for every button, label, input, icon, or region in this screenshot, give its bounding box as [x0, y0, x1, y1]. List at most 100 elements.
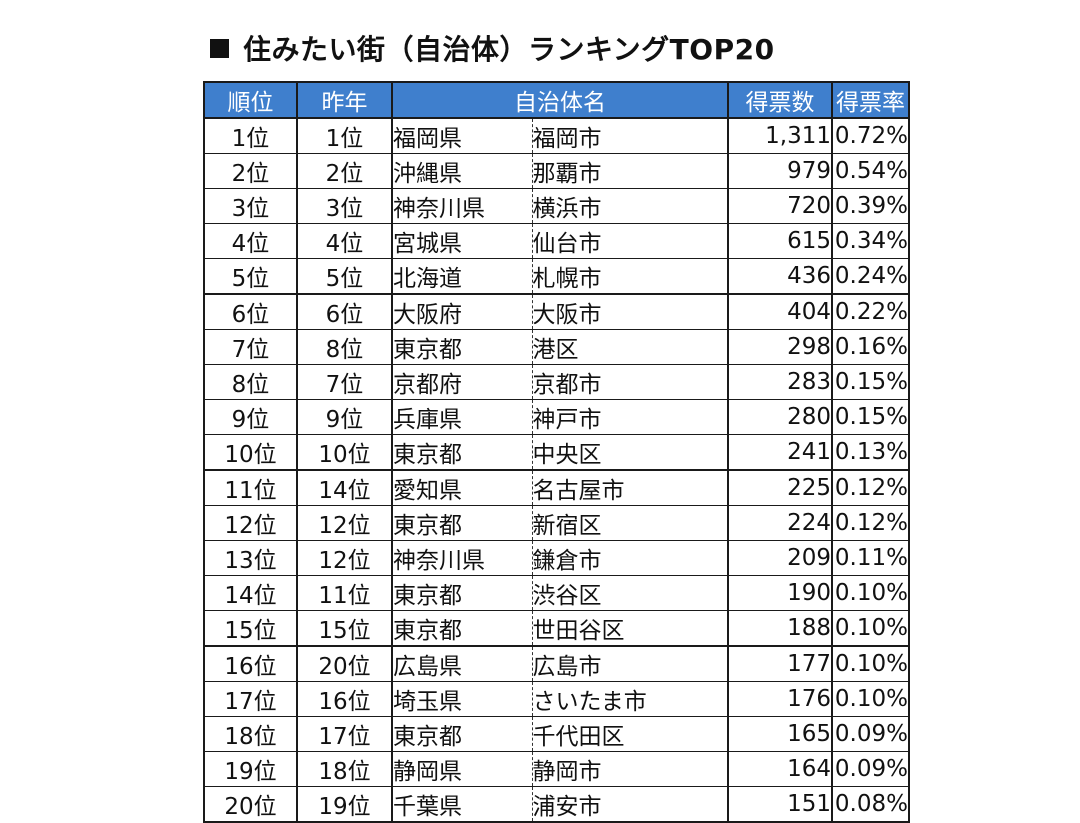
prefecture-cell: 京都府 — [392, 364, 533, 400]
rank-cell: 17位 — [204, 681, 298, 717]
previous-rank-cell: 14位 — [297, 470, 393, 506]
previous-rank-cell: 18位 — [297, 751, 393, 787]
header-rank: 順位 — [204, 82, 298, 119]
rank-cell: 15位 — [204, 610, 298, 647]
votes-cell: 979 — [728, 153, 833, 189]
city-cell: 横浜市 — [532, 188, 729, 224]
votes-cell: 298 — [728, 329, 833, 365]
table-row: 9位 9位 兵庫県 神戸市 280 0.15% — [204, 399, 909, 435]
table-row: 2位 2位 沖縄県 那覇市 979 0.54% — [204, 153, 909, 189]
prefecture-cell: 静岡県 — [392, 751, 533, 787]
table-row: 1位 1位 福岡県 福岡市 1,311 0.72% — [204, 118, 909, 154]
city-cell: 名古屋市 — [532, 470, 729, 506]
rank-cell: 8位 — [204, 364, 298, 400]
header-previous: 昨年 — [297, 82, 393, 119]
rank-cell: 20位 — [204, 786, 298, 822]
previous-rank-cell: 8位 — [297, 329, 393, 365]
table-row: 5位 5位 北海道 札幌市 436 0.24% — [204, 258, 909, 295]
city-cell: 神戸市 — [532, 399, 729, 435]
table-row: 18位 17位 東京都 千代田区 165 0.09% — [204, 716, 909, 752]
table-row: 3位 3位 神奈川県 横浜市 720 0.39% — [204, 188, 909, 224]
previous-rank-cell: 11位 — [297, 575, 393, 611]
votes-cell: 188 — [728, 610, 833, 647]
table-row: 4位 4位 宮城県 仙台市 615 0.34% — [204, 223, 909, 259]
prefecture-cell: 福岡県 — [392, 118, 533, 154]
rate-cell: 0.34% — [832, 223, 909, 259]
votes-cell: 436 — [728, 258, 833, 295]
rate-cell: 0.10% — [832, 575, 909, 611]
prefecture-cell: 千葉県 — [392, 786, 533, 822]
votes-cell: 283 — [728, 364, 833, 400]
votes-cell: 615 — [728, 223, 833, 259]
table-row: 6位 6位 大阪府 大阪市 404 0.22% — [204, 294, 909, 330]
rate-cell: 0.16% — [832, 329, 909, 365]
rank-cell: 3位 — [204, 188, 298, 224]
city-cell: 新宿区 — [532, 505, 729, 541]
previous-rank-cell: 3位 — [297, 188, 393, 224]
table-row: 15位 15位 東京都 世田谷区 188 0.10% — [204, 610, 909, 647]
rate-cell: 0.12% — [832, 470, 909, 506]
prefecture-cell: 東京都 — [392, 575, 533, 611]
rate-cell: 0.12% — [832, 505, 909, 541]
rate-cell: 0.10% — [832, 610, 909, 647]
city-cell: 世田谷区 — [532, 610, 729, 647]
rate-cell: 0.10% — [832, 646, 909, 682]
prefecture-cell: 東京都 — [392, 610, 533, 647]
prefecture-cell: 宮城県 — [392, 223, 533, 259]
rate-cell: 0.11% — [832, 540, 909, 576]
previous-rank-cell: 4位 — [297, 223, 393, 259]
rate-cell: 0.39% — [832, 188, 909, 224]
city-cell: 大阪市 — [532, 294, 729, 330]
city-cell: 札幌市 — [532, 258, 729, 295]
previous-rank-cell: 10位 — [297, 434, 393, 471]
table-row: 13位 12位 神奈川県 鎌倉市 209 0.11% — [204, 540, 909, 576]
prefecture-cell: 埼玉県 — [392, 681, 533, 717]
previous-rank-cell: 16位 — [297, 681, 393, 717]
table-row: 19位 18位 静岡県 静岡市 164 0.09% — [204, 751, 909, 787]
city-cell: 浦安市 — [532, 786, 729, 822]
rank-cell: 4位 — [204, 223, 298, 259]
prefecture-cell: 広島県 — [392, 646, 533, 682]
table-row: 8位 7位 京都府 京都市 283 0.15% — [204, 364, 909, 400]
rate-cell: 0.22% — [832, 294, 909, 330]
table-header-row: 順位 昨年 自治体名 得票数 得票率 — [204, 82, 909, 119]
table-row: 17位 16位 埼玉県 さいたま市 176 0.10% — [204, 681, 909, 717]
ranking-table: 順位 昨年 自治体名 得票数 得票率 1位 1位 福岡県 福岡市 1,311 0.72% 2… — [203, 81, 910, 823]
votes-cell: 280 — [728, 399, 833, 435]
table-row: 12位 12位 東京都 新宿区 224 0.12% — [204, 505, 909, 541]
table-row: 16位 20位 広島県 広島市 177 0.10% — [204, 646, 909, 682]
page-title-text: 住みたい街（自治体）ランキングTOP20 — [243, 33, 775, 66]
votes-cell: 190 — [728, 575, 833, 611]
rank-cell: 1位 — [204, 118, 298, 154]
votes-cell: 404 — [728, 294, 833, 330]
city-cell: 京都市 — [532, 364, 729, 400]
rank-cell: 14位 — [204, 575, 298, 611]
rank-cell: 19位 — [204, 751, 298, 787]
rank-cell: 12位 — [204, 505, 298, 541]
table-row: 7位 8位 東京都 港区 298 0.16% — [204, 329, 909, 365]
rate-cell: 0.15% — [832, 364, 909, 400]
rank-cell: 7位 — [204, 329, 298, 365]
rank-cell: 11位 — [204, 470, 298, 506]
previous-rank-cell: 1位 — [297, 118, 393, 154]
city-cell: 港区 — [532, 329, 729, 365]
rank-cell: 9位 — [204, 399, 298, 435]
city-cell: 鎌倉市 — [532, 540, 729, 576]
votes-cell: 1,311 — [728, 118, 833, 154]
table-row: 10位 10位 東京都 中央区 241 0.13% — [204, 434, 909, 471]
previous-rank-cell: 5位 — [297, 258, 393, 295]
prefecture-cell: 愛知県 — [392, 470, 533, 506]
city-cell: 広島市 — [532, 646, 729, 682]
rate-cell: 0.72% — [832, 118, 909, 154]
rate-cell: 0.09% — [832, 751, 909, 787]
prefecture-cell: 神奈川県 — [392, 188, 533, 224]
votes-cell: 177 — [728, 646, 833, 682]
rank-cell: 5位 — [204, 258, 298, 295]
city-cell: 渋谷区 — [532, 575, 729, 611]
prefecture-cell: 兵庫県 — [392, 399, 533, 435]
previous-rank-cell: 12位 — [297, 540, 393, 576]
votes-cell: 720 — [728, 188, 833, 224]
rate-cell: 0.24% — [832, 258, 909, 295]
votes-cell: 176 — [728, 681, 833, 717]
city-cell: 静岡市 — [532, 751, 729, 787]
